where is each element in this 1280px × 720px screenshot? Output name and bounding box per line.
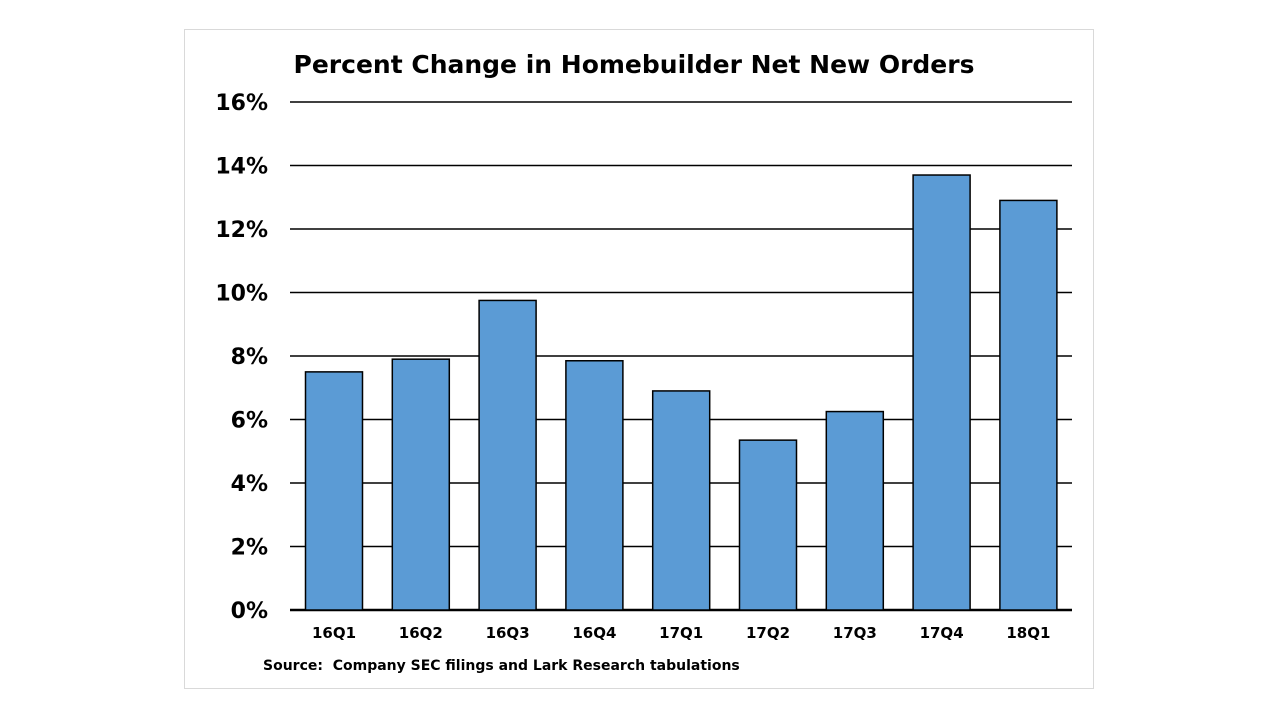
bars [304, 174, 1058, 611]
source-note: Source: Company SEC filings and Lark Res… [263, 658, 740, 674]
bar-18Q1 [999, 199, 1058, 611]
x-tick-label: 17Q2 [746, 624, 790, 642]
x-tick-label: 17Q1 [659, 624, 703, 642]
bar-16Q2 [391, 358, 451, 611]
y-tick-label: 6% [231, 409, 268, 434]
y-axis-ticks: 0% 2% 4% 6% 8% 10% 12% 14% 16% [215, 91, 268, 624]
x-tick-label: 16Q1 [312, 624, 356, 642]
x-tick-label: 17Q3 [833, 624, 877, 642]
y-tick-label: 0% [231, 599, 268, 624]
bar-16Q4 [565, 360, 624, 611]
bar-17Q2 [738, 439, 798, 611]
bar-17Q4 [912, 174, 971, 611]
bar-17Q1 [651, 390, 711, 611]
chart-title: Percent Change in Homebuilder Net New Or… [293, 50, 975, 79]
x-tick-label: 17Q4 [920, 624, 964, 642]
x-tick-label: 16Q2 [399, 624, 443, 642]
y-tick-label: 12% [215, 218, 268, 243]
x-tick-label: 16Q4 [572, 624, 616, 642]
x-tick-label: 18Q1 [1006, 624, 1050, 642]
y-tick-label: 8% [231, 345, 268, 370]
y-tick-label: 10% [215, 282, 268, 307]
bar-17Q3 [825, 410, 885, 611]
y-tick-label: 14% [215, 155, 268, 180]
bar-16Q1 [304, 371, 364, 611]
y-tick-label: 16% [215, 91, 268, 116]
x-tick-label: 16Q3 [486, 624, 530, 642]
y-tick-label: 2% [231, 536, 268, 561]
y-tick-label: 4% [231, 472, 268, 497]
bar-16Q3 [478, 299, 537, 611]
x-axis-ticks: 16Q1 16Q2 16Q3 16Q4 17Q1 17Q2 17Q3 17Q4 18Q1 [312, 624, 1050, 642]
